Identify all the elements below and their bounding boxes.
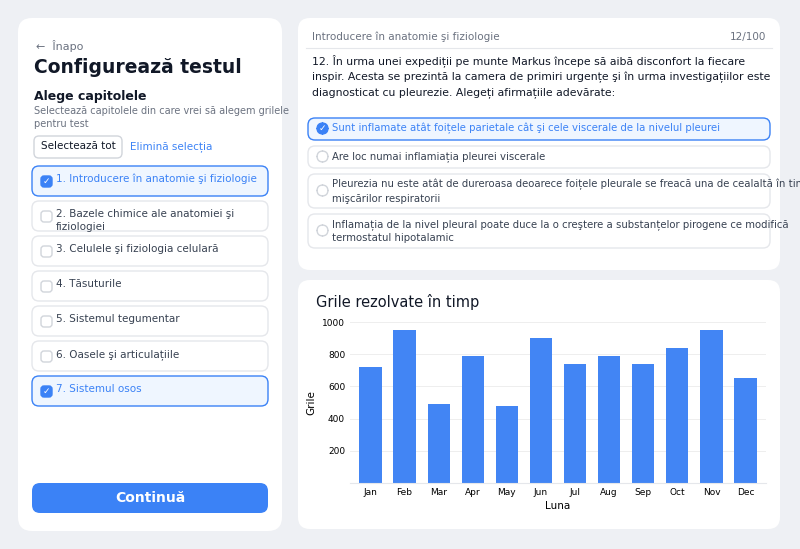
Text: 7. Sistemul osos: 7. Sistemul osos (56, 384, 142, 394)
Bar (462, 356, 484, 483)
Bar (598, 356, 620, 483)
Text: Sunt inflamate atât foițele parietale cât şi cele viscerale de la nivelul pleure: Sunt inflamate atât foițele parietale câ… (332, 123, 720, 135)
FancyBboxPatch shape (298, 18, 780, 270)
Bar (496, 406, 518, 483)
Text: ✓: ✓ (42, 177, 50, 186)
FancyBboxPatch shape (308, 214, 770, 248)
FancyBboxPatch shape (32, 376, 268, 406)
Bar (530, 338, 552, 483)
FancyBboxPatch shape (32, 236, 268, 266)
FancyBboxPatch shape (41, 246, 52, 257)
Bar (666, 348, 689, 483)
FancyBboxPatch shape (41, 316, 52, 327)
FancyBboxPatch shape (41, 281, 52, 292)
Text: Selectează capitolele din care vrei să alegem grilele
pentru test: Selectează capitolele din care vrei să a… (34, 106, 289, 129)
FancyBboxPatch shape (32, 341, 268, 371)
Text: Alege capitolele: Alege capitolele (34, 90, 146, 103)
X-axis label: Luna: Luna (546, 501, 570, 511)
Text: 3. Celulele şi fiziologia celulară: 3. Celulele şi fiziologia celulară (56, 244, 218, 254)
FancyBboxPatch shape (41, 211, 52, 222)
Bar (632, 364, 654, 483)
Bar (394, 330, 416, 483)
Text: 2. Bazele chimice ale anatomiei şi
fiziologiei: 2. Bazele chimice ale anatomiei şi fizio… (56, 209, 234, 232)
Text: Configurează testul: Configurează testul (34, 58, 242, 77)
FancyBboxPatch shape (32, 271, 268, 301)
Text: Elimină selecția: Elimină selecția (130, 141, 212, 152)
Text: 5. Sistemul tegumentar: 5. Sistemul tegumentar (56, 314, 180, 324)
Text: ←  Înapo: ← Înapo (36, 40, 83, 52)
FancyBboxPatch shape (317, 123, 328, 134)
FancyBboxPatch shape (308, 118, 770, 140)
Text: 12/100: 12/100 (730, 32, 766, 42)
FancyBboxPatch shape (317, 151, 328, 162)
Bar (359, 367, 382, 483)
Text: Inflamația de la nivel pleural poate duce la o creştere a substanțelor pirogene : Inflamația de la nivel pleural poate duc… (332, 219, 789, 243)
FancyBboxPatch shape (32, 201, 268, 231)
FancyBboxPatch shape (308, 146, 770, 168)
Text: Continuă: Continuă (115, 491, 185, 505)
Text: 1. Introducere în anatomie şi fiziologie: 1. Introducere în anatomie şi fiziologie (56, 174, 257, 184)
Bar (427, 404, 450, 483)
FancyBboxPatch shape (41, 386, 52, 397)
Text: Pleurezia nu este atât de dureroasa deoarece foițele pleurale se freacă una de c: Pleurezia nu este atât de dureroasa deoa… (332, 179, 800, 204)
Bar (700, 330, 722, 483)
FancyBboxPatch shape (308, 174, 770, 208)
Text: ✓: ✓ (318, 124, 326, 133)
FancyBboxPatch shape (32, 166, 268, 196)
FancyBboxPatch shape (298, 280, 780, 529)
Text: Introducere în anatomie şi fiziologie: Introducere în anatomie şi fiziologie (312, 32, 500, 42)
Text: 12. În urma unei expediții pe munte Markus începe să aibă disconfort la fiecare
: 12. În urma unei expediții pe munte Mark… (312, 54, 770, 98)
Bar (564, 364, 586, 483)
FancyBboxPatch shape (41, 176, 52, 187)
FancyBboxPatch shape (317, 185, 328, 196)
FancyBboxPatch shape (34, 136, 122, 158)
FancyBboxPatch shape (32, 306, 268, 336)
Text: Are loc numai inflamiația pleurei viscerale: Are loc numai inflamiația pleurei viscer… (332, 151, 546, 162)
FancyBboxPatch shape (317, 225, 328, 236)
Text: Grile rezolvate în timp: Grile rezolvate în timp (316, 294, 479, 310)
Text: 6. Oasele şi articulațiile: 6. Oasele şi articulațiile (56, 349, 179, 360)
Y-axis label: Grile: Grile (306, 390, 317, 415)
Text: Selectează tot: Selectează tot (41, 141, 115, 151)
FancyBboxPatch shape (18, 18, 282, 531)
FancyBboxPatch shape (32, 483, 268, 513)
FancyBboxPatch shape (41, 351, 52, 362)
Text: 4. Tăsuturile: 4. Tăsuturile (56, 279, 122, 289)
Bar (734, 378, 757, 483)
Text: ✓: ✓ (42, 387, 50, 396)
